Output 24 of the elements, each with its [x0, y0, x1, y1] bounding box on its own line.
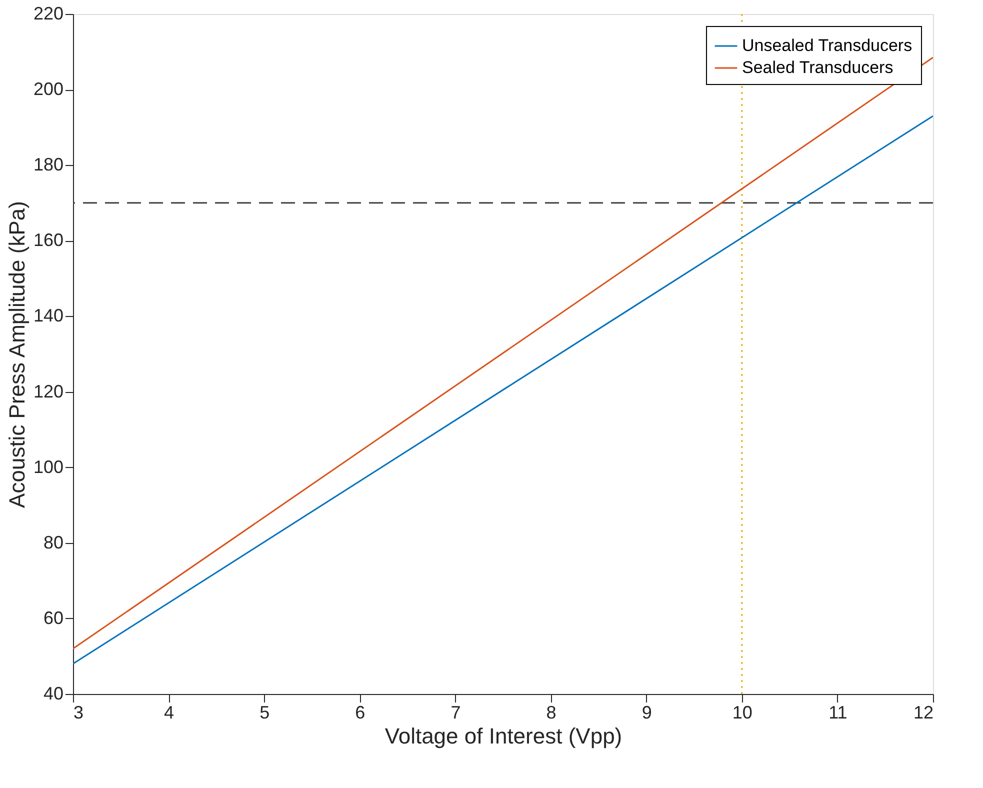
y-axis-title: Acoustic Press Amplitude (kPa): [4, 201, 30, 508]
y-tick-label: 220: [33, 4, 64, 24]
x-tick-label: 5: [260, 702, 270, 722]
y-tick-label: 180: [33, 154, 64, 175]
legend-label: Sealed Transducers: [742, 58, 894, 77]
y-tick-label: 40: [43, 684, 64, 704]
x-tick-label: 11: [828, 702, 848, 722]
x-tick-label: 12: [913, 702, 934, 722]
y-tick-label: 100: [33, 456, 64, 477]
x-tick-label: 10: [732, 702, 752, 722]
x-tick-label: 6: [355, 702, 366, 722]
y-tick-label: 80: [43, 532, 64, 552]
x-tick-label: 8: [546, 702, 556, 722]
y-tick-label: 200: [33, 79, 64, 100]
y-tick-label: 140: [33, 306, 64, 326]
y-tick-label: 160: [33, 230, 64, 250]
x-tick-label: 3: [74, 702, 84, 722]
x-axis-title: Voltage of Interest (Vpp): [384, 724, 622, 748]
x-tick-label: 4: [164, 702, 174, 722]
y-tick-label: 120: [33, 381, 64, 402]
x-tick-label: 9: [642, 702, 652, 722]
legend-label: Unsealed Transducers: [742, 36, 912, 55]
y-tick-label: 60: [43, 608, 64, 628]
x-tick-label: 7: [450, 702, 461, 722]
